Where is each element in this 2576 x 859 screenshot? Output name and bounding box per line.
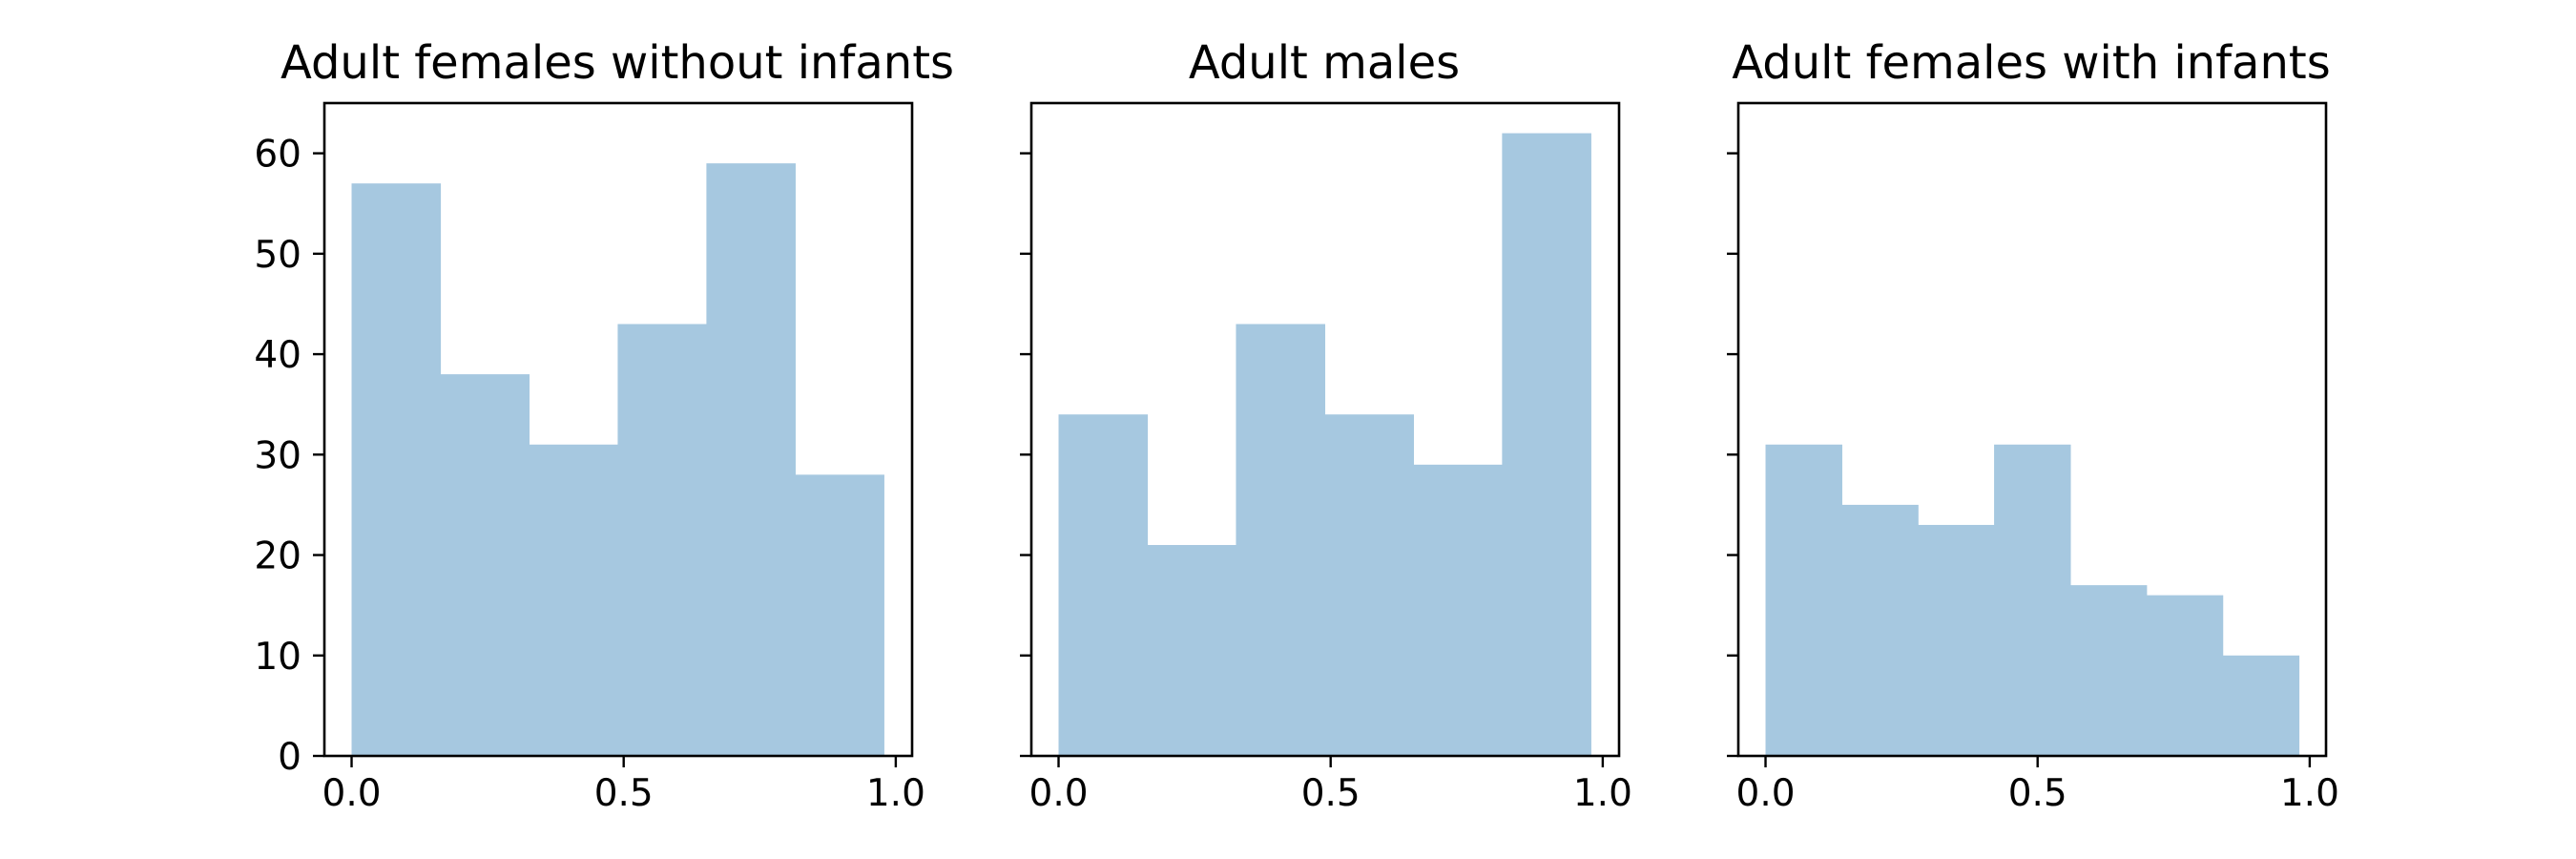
panel-title: Adult males bbox=[1189, 36, 1460, 90]
histogram-bar bbox=[1765, 444, 1842, 756]
y-tick-label: 60 bbox=[254, 134, 301, 177]
histogram-bar bbox=[795, 474, 884, 756]
x-tick-label: 0.0 bbox=[322, 772, 382, 815]
y-tick-label: 50 bbox=[254, 234, 301, 277]
histogram-bar bbox=[1413, 464, 1503, 756]
x-tick-label: 1.0 bbox=[866, 772, 925, 815]
histogram-bar bbox=[1918, 524, 1995, 756]
panel-title: Adult females without infants bbox=[280, 36, 954, 90]
y-tick-label: 20 bbox=[254, 535, 301, 578]
axes-frame bbox=[1736, 101, 2328, 758]
y-tick-label: 10 bbox=[254, 636, 301, 679]
histogram-bar bbox=[2222, 655, 2300, 756]
panel-adult-males: Adult males 0.0 0.5 1.0 bbox=[1020, 36, 1632, 815]
histogram-bar bbox=[1324, 414, 1414, 756]
panel-adult-females-with-infants: Adult females with infants 0.0 0.5 1.0 bbox=[1727, 36, 2339, 815]
y-tick-label: 30 bbox=[254, 434, 301, 477]
histogram-bar bbox=[617, 324, 707, 756]
x-tick-label: 0.0 bbox=[1029, 772, 1089, 815]
axes-frame bbox=[1029, 101, 1621, 758]
axes-frame bbox=[322, 101, 914, 758]
panel-title: Adult females with infants bbox=[1732, 36, 2330, 90]
histogram-bar bbox=[1147, 545, 1237, 756]
histogram-bar bbox=[1994, 444, 2071, 756]
histogram-bar bbox=[440, 374, 530, 756]
x-tick-label: 0.5 bbox=[2008, 772, 2067, 815]
histogram-bar bbox=[351, 183, 442, 756]
x-tick-label: 0.0 bbox=[1736, 772, 1796, 815]
x-tick-label: 1.0 bbox=[2280, 772, 2339, 815]
panel-adult-females-without-infants: Adult females without infants 0 10 20 30 40 5… bbox=[254, 36, 954, 815]
histogram-bar bbox=[1058, 414, 1149, 756]
y-tick-label: 0 bbox=[278, 736, 301, 779]
histogram-bar bbox=[706, 163, 796, 756]
histogram-bar bbox=[1236, 324, 1326, 756]
histogram-bar bbox=[1841, 504, 1919, 756]
histogram-bar bbox=[529, 444, 619, 756]
histogram-bar bbox=[2146, 595, 2224, 756]
y-tick-label: 40 bbox=[254, 334, 301, 377]
histogram-bar bbox=[1502, 133, 1591, 756]
histogram-bar bbox=[2069, 585, 2148, 756]
x-tick-label: 0.5 bbox=[1301, 772, 1361, 815]
x-tick-label: 1.0 bbox=[1573, 772, 1632, 815]
x-tick-label: 0.5 bbox=[594, 772, 654, 815]
